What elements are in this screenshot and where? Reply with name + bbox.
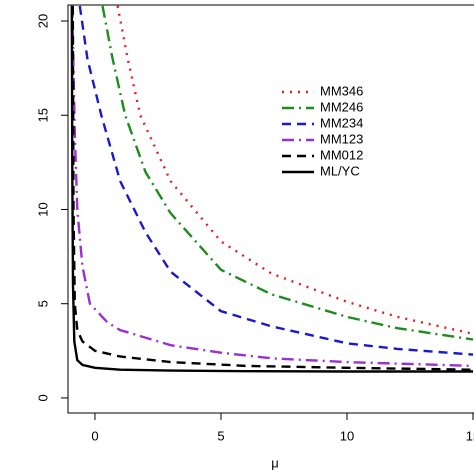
legend-label: MM346 <box>320 83 363 98</box>
series-line <box>116 5 474 335</box>
y-tick-label: 15 <box>35 108 50 122</box>
y-tick-label: 10 <box>35 202 50 216</box>
legend-label: MM234 <box>320 115 363 130</box>
series-line <box>78 5 474 356</box>
legend-label: ML/YC <box>320 163 360 178</box>
y-tick-label: 0 <box>35 394 50 401</box>
legend-label: MM123 <box>320 131 363 146</box>
x-tick-label: 10 <box>340 428 354 443</box>
series-line <box>71 5 474 371</box>
x-axis-label: μ <box>271 455 279 470</box>
legend-label: MM246 <box>320 99 363 114</box>
plot-frame <box>67 4 474 414</box>
series-line <box>71 5 474 368</box>
x-tick-label: 5 <box>217 428 224 443</box>
y-tick-label: 20 <box>35 14 50 28</box>
x-tick-label: 0 <box>91 428 98 443</box>
series-line <box>70 5 473 373</box>
legend-label: MM012 <box>320 147 363 162</box>
series-line <box>101 5 474 341</box>
y-tick-label: 5 <box>35 300 50 307</box>
x-tick-label: 15 <box>466 428 474 443</box>
